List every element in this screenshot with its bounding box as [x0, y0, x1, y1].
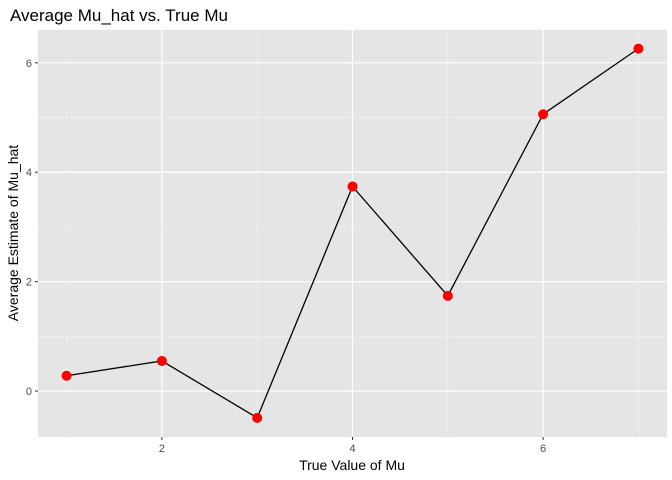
y-axis-ticks: 0 2 4 6	[26, 58, 38, 398]
data-point	[156, 355, 167, 366]
x-tick-label: 2	[159, 443, 165, 455]
x-axis-title: True Value of Mu	[299, 457, 405, 473]
data-point	[252, 412, 263, 423]
y-tick-label: 2	[26, 277, 32, 289]
data-point	[633, 43, 644, 54]
y-tick-label: 0	[26, 386, 32, 398]
data-point	[538, 109, 549, 120]
chart-title: Average Mu_hat vs. True Mu	[10, 6, 228, 25]
major-gridlines	[38, 30, 667, 437]
x-axis-ticks: 2 4 6	[159, 437, 546, 455]
y-tick-label: 6	[26, 58, 32, 70]
x-tick-label: 4	[349, 443, 355, 455]
y-tick-label: 4	[26, 167, 32, 179]
y-axis-title: Average Estimate of Mu_hat	[5, 145, 21, 322]
series-points-group	[61, 43, 644, 423]
data-point	[442, 290, 453, 301]
data-point	[347, 181, 358, 192]
x-tick-label: 6	[540, 443, 546, 455]
data-point	[61, 370, 72, 381]
